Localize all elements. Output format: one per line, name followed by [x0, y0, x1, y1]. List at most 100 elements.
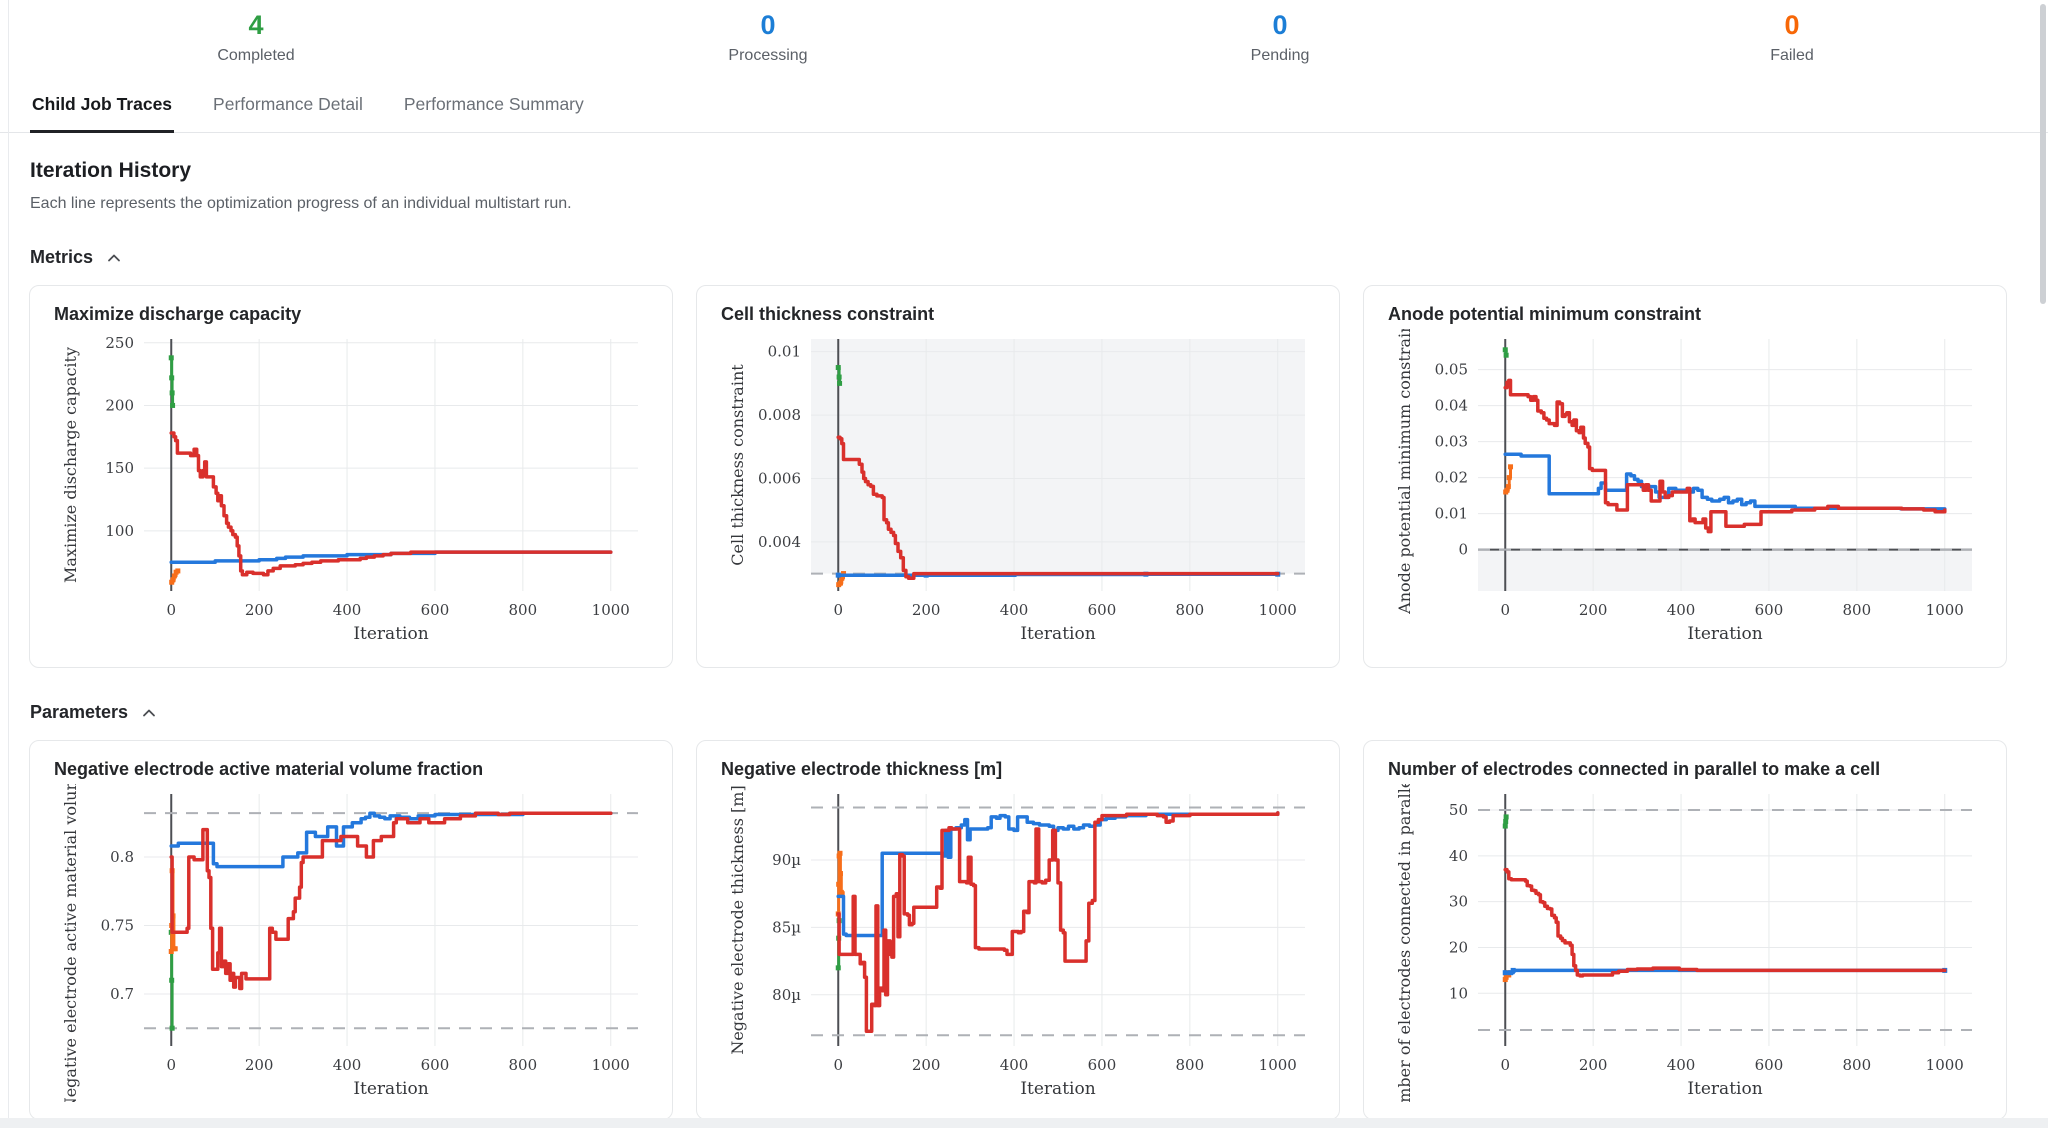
svg-text:0: 0: [1458, 541, 1468, 559]
svg-text:0.008: 0.008: [758, 406, 801, 424]
svg-text:800: 800: [1176, 1056, 1205, 1074]
stat-completed-value: 4: [248, 10, 264, 40]
svg-text:0: 0: [1500, 601, 1510, 619]
svg-text:1000: 1000: [592, 1056, 630, 1074]
chevron-up-icon: [108, 254, 120, 261]
stat-processing-label: Processing: [728, 47, 808, 64]
svg-text:400: 400: [1000, 1056, 1029, 1074]
chart-card-negative-electrode-volume-fraction: Negative electrode active material volum…: [29, 740, 673, 1120]
svg-text:0.01: 0.01: [768, 343, 801, 361]
svg-text:250: 250: [105, 334, 134, 352]
svg-text:200: 200: [245, 601, 274, 619]
chart-canvas-negative-electrode-thickness[interactable]: 80µ 85µ 90µ 0 200 400 600 800 1000 Iteration Negat…: [717, 784, 1319, 1102]
svg-text:Anode potential minimum constr: Anode potential minimum constraint: [1395, 329, 1414, 615]
svg-text:400: 400: [1667, 1056, 1696, 1074]
svg-text:0.01: 0.01: [1435, 505, 1468, 523]
tab-bar: Child Job Traces Performance Detail Perf…: [0, 94, 2048, 133]
svg-text:1000: 1000: [592, 601, 630, 619]
svg-text:400: 400: [333, 601, 362, 619]
svg-text:200: 200: [912, 1056, 941, 1074]
tab-performance-summary[interactable]: Performance Summary: [403, 94, 584, 114]
chart-title: Maximize discharge capacity: [54, 304, 302, 324]
svg-text:1000: 1000: [1259, 1056, 1297, 1074]
tab-performance-detail[interactable]: Performance Detail: [213, 94, 363, 114]
svg-text:Iteration: Iteration: [1020, 624, 1095, 644]
svg-text:0.8: 0.8: [110, 848, 134, 866]
scrollbar[interactable]: [2039, 0, 2046, 1128]
svg-text:600: 600: [1088, 601, 1117, 619]
stat-failed-value: 0: [1784, 10, 1800, 40]
chart-canvas-electrodes-in-parallel[interactable]: 10 20 30 40 50 0 200 400 600 800 1000 Iteration Numb…: [1384, 784, 1986, 1102]
svg-text:200: 200: [105, 396, 134, 414]
page-bottom-strip: [0, 1118, 2048, 1128]
svg-text:0.04: 0.04: [1435, 397, 1468, 415]
svg-text:90µ: 90µ: [772, 851, 801, 869]
svg-text:Maximize discharge capacity: Maximize discharge capacity: [61, 347, 80, 583]
svg-text:0.02: 0.02: [1435, 469, 1468, 487]
svg-text:200: 200: [912, 601, 941, 619]
svg-text:0: 0: [833, 1056, 843, 1074]
job-stats-row: 4 Completed 0 Processing 0 Pending 0 Fai…: [0, 0, 2048, 65]
metrics-collapse-button[interactable]: [105, 249, 123, 267]
chart-card-anode-potential-minimum-constraint: Anode potential minimum constraint 0 0.01…: [1363, 285, 2007, 668]
svg-text:800: 800: [1176, 601, 1205, 619]
svg-text:Iteration: Iteration: [1020, 1079, 1095, 1099]
svg-text:1000: 1000: [1926, 1056, 1964, 1074]
svg-text:800: 800: [509, 601, 538, 619]
svg-text:50: 50: [1449, 801, 1468, 819]
stat-completed-label: Completed: [217, 47, 295, 64]
chart-title: Cell thickness constraint: [721, 304, 935, 324]
chevron-up-icon: [143, 709, 155, 716]
svg-text:Negative electrode active mate: Negative electrode active material volum…: [61, 784, 80, 1102]
svg-text:400: 400: [333, 1056, 362, 1074]
chart-canvas-anode-potential-minimum-constraint[interactable]: 0 0.01 0.02 0.03 0.04 0.05 0 200 400 600 800 1000 It…: [1384, 329, 1986, 647]
chart-card-negative-electrode-thickness: Negative electrode thickness [m] 80µ 85µ 9…: [696, 740, 1340, 1120]
parameters-collapse-button[interactable]: [140, 704, 158, 722]
svg-text:Iteration: Iteration: [353, 1079, 428, 1099]
svg-text:85µ: 85µ: [772, 918, 801, 936]
svg-text:0: 0: [833, 601, 843, 619]
svg-text:600: 600: [1088, 1056, 1117, 1074]
svg-text:80µ: 80µ: [772, 986, 801, 1004]
svg-text:200: 200: [245, 1056, 274, 1074]
svg-text:Iteration: Iteration: [353, 624, 428, 644]
panel-left-border: [8, 0, 9, 1118]
chart-title: Anode potential minimum constraint: [1388, 304, 1702, 324]
svg-text:Iteration: Iteration: [1687, 624, 1762, 644]
svg-text:600: 600: [421, 1056, 450, 1074]
svg-text:0.004: 0.004: [758, 533, 801, 551]
svg-text:30: 30: [1449, 893, 1468, 911]
section-metrics-label: Metrics: [30, 247, 94, 267]
svg-text:150: 150: [105, 459, 134, 477]
svg-text:0.03: 0.03: [1435, 433, 1468, 451]
chart-canvas-negative-electrode-volume-fraction[interactable]: 0.7 0.75 0.8 0 200 400 600 800 1000 Iteration Nega…: [50, 784, 652, 1102]
svg-text:0: 0: [166, 601, 176, 619]
page-title: Iteration History: [30, 159, 192, 182]
metrics-cards-grid: Maximize discharge capacity 100 150 200 250…: [0, 285, 2048, 668]
svg-text:0.05: 0.05: [1435, 361, 1468, 379]
svg-text:10: 10: [1449, 984, 1468, 1002]
chart-canvas-maximize-discharge-capacity[interactable]: 100 150 200 250 0 200 400 600 800 1000 Iteration Ma…: [50, 329, 652, 647]
chart-title: Negative electrode active material volum…: [54, 759, 484, 779]
section-header-parameters: Parameters: [30, 702, 2048, 723]
svg-text:600: 600: [1755, 1056, 1784, 1074]
svg-text:200: 200: [1579, 1056, 1608, 1074]
svg-text:1000: 1000: [1926, 601, 1964, 619]
section-parameters-label: Parameters: [30, 702, 129, 722]
chart-card-electrodes-in-parallel: Number of electrodes connected in parall…: [1363, 740, 2007, 1120]
section-header-metrics: Metrics: [30, 247, 2048, 268]
svg-text:600: 600: [1755, 601, 1784, 619]
svg-text:40: 40: [1449, 847, 1468, 865]
svg-text:800: 800: [1843, 601, 1872, 619]
stat-pending-value: 0: [1272, 10, 1288, 40]
tab-child-job-traces[interactable]: Child Job Traces: [30, 94, 175, 133]
chart-title: Number of electrodes connected in parall…: [1388, 759, 1881, 779]
svg-text:0.7: 0.7: [110, 985, 134, 1003]
scrollbar-thumb[interactable]: [2040, 4, 2046, 304]
stat-pending: 0 Pending: [1024, 10, 1536, 65]
svg-text:0: 0: [166, 1056, 176, 1074]
stat-pending-label: Pending: [1250, 47, 1310, 64]
svg-text:Iteration: Iteration: [1687, 1079, 1762, 1099]
svg-text:Negative electrode thickness [: Negative electrode thickness [m]: [728, 785, 747, 1054]
chart-canvas-cell-thickness-constraint[interactable]: 0.004 0.006 0.008 0.01 0 200 400 600 800 1000 Iter…: [717, 329, 1319, 647]
